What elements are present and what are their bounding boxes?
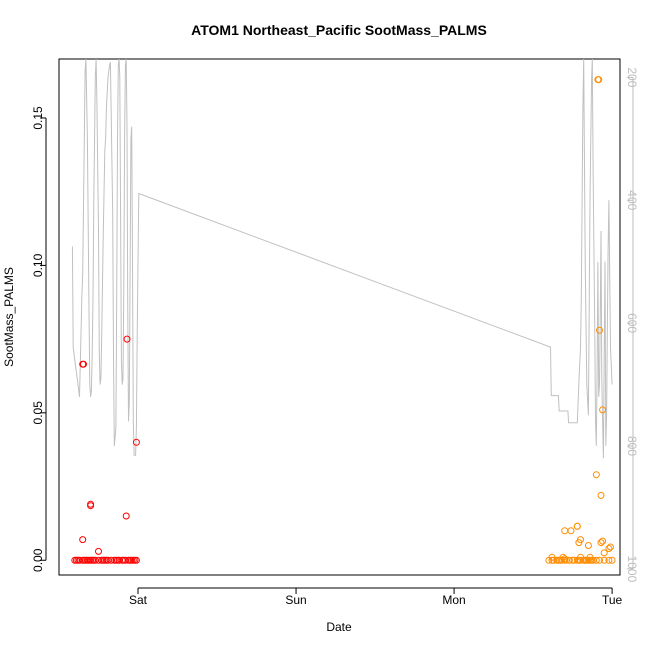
y-tick-label: 0.10 (31, 253, 45, 277)
data-point (596, 556, 603, 564)
data-point (565, 556, 573, 564)
data-point (570, 556, 578, 564)
data-point (573, 522, 581, 530)
data-point (80, 360, 87, 368)
data-point (559, 553, 567, 561)
y-axis-right: 200 400 600 800 1000 (625, 67, 639, 582)
data-point (597, 491, 605, 499)
data-point (132, 438, 140, 446)
data-point (548, 553, 556, 561)
data-point (586, 553, 594, 561)
y-tick-label: 0.05 (31, 401, 45, 425)
chart-title: ATOM1 Northeast_Pacific SootMass_PALMS (191, 22, 487, 38)
x-tick-label: Mon (442, 593, 465, 607)
y-tick-label: 0.15 (31, 106, 45, 130)
x-tick-label: Sun (285, 593, 306, 607)
data-point (575, 539, 583, 547)
data-point (561, 527, 569, 535)
pressure-line-layer (71, 59, 613, 459)
x-axis-label: Date (326, 620, 352, 634)
data-point (95, 547, 102, 555)
data-point (608, 556, 616, 564)
y2-tick-label: 600 (625, 313, 639, 333)
data-point (607, 543, 614, 551)
y2-tick-label: 400 (625, 190, 639, 210)
data-point (595, 76, 603, 84)
data-point (599, 406, 607, 414)
data-point (592, 471, 600, 479)
data-point (600, 549, 608, 557)
pressure-line (71, 59, 613, 459)
data-point (561, 555, 569, 563)
data-point (567, 527, 575, 535)
y-axis-label: SootMass_PALMS (2, 267, 16, 367)
x-axis: Sat Sun Mon Tue (129, 587, 623, 607)
y2-tick-label: 1000 (625, 556, 639, 583)
data-point (584, 542, 592, 549)
data-point (600, 556, 608, 564)
data-point (79, 536, 87, 544)
x-tick-label: Sat (129, 593, 148, 607)
data-point (605, 545, 613, 552)
y-axis-left: 0.00 0.05 0.10 0.15 (31, 106, 47, 572)
data-point (605, 556, 613, 564)
y-tick-label: 0.00 (31, 548, 45, 572)
y2-tick-label: 800 (625, 436, 639, 456)
data-point (599, 537, 607, 545)
data-point (132, 556, 140, 564)
y2-tick-label: 200 (625, 67, 639, 87)
data-point (87, 502, 95, 510)
data-point (592, 556, 600, 564)
scatter-points-layer (71, 76, 616, 564)
data-point (123, 335, 131, 343)
data-point (596, 326, 603, 334)
data-point (122, 512, 130, 520)
plot-area (58, 58, 621, 576)
x-tick-label: Tue (602, 593, 623, 607)
data-point (597, 539, 605, 547)
